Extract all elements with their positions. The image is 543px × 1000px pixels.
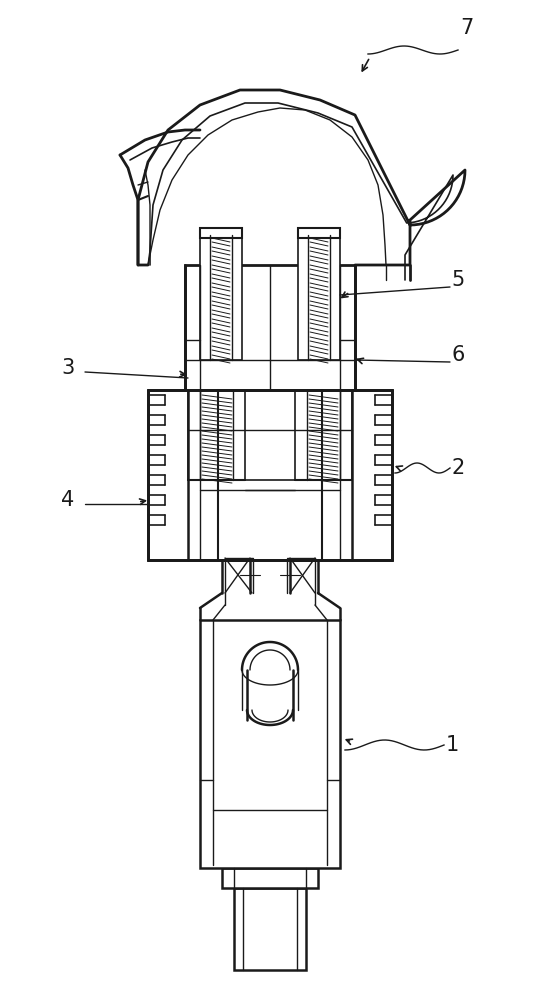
Polygon shape	[295, 390, 352, 480]
Text: 5: 5	[451, 270, 465, 290]
Polygon shape	[188, 390, 245, 480]
Polygon shape	[185, 265, 355, 390]
Polygon shape	[234, 888, 306, 970]
Text: 7: 7	[460, 18, 473, 38]
Polygon shape	[148, 390, 392, 560]
Text: 1: 1	[445, 735, 459, 755]
Polygon shape	[200, 235, 242, 360]
Polygon shape	[200, 620, 340, 868]
Polygon shape	[298, 235, 340, 360]
Text: 3: 3	[61, 358, 74, 378]
Text: 4: 4	[61, 490, 74, 510]
Polygon shape	[200, 228, 242, 238]
Polygon shape	[222, 868, 318, 888]
Text: 6: 6	[451, 345, 465, 365]
Text: 2: 2	[451, 458, 465, 478]
Polygon shape	[298, 228, 340, 238]
